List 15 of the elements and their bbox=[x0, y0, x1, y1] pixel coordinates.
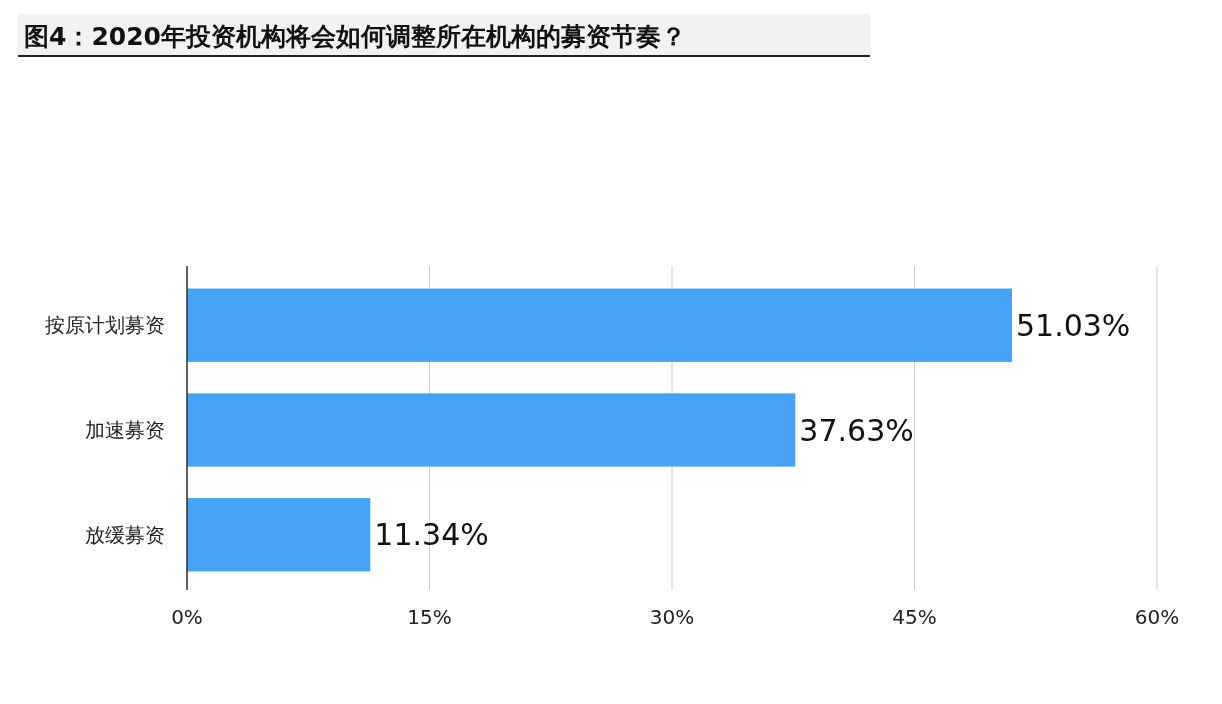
y-tick-label: 加速募资 bbox=[85, 418, 165, 442]
bar bbox=[187, 393, 796, 467]
data-label: 51.03% bbox=[1015, 307, 1131, 343]
chart-title: 图4：2020年投资机构将会如何调整所在机构的募资节奏？ bbox=[24, 22, 686, 51]
x-tick-label: 45% bbox=[892, 605, 937, 629]
x-tick-label: 60% bbox=[1134, 605, 1180, 629]
x-tick-label: 30% bbox=[649, 605, 695, 629]
y-tick-label: 放缓募资 bbox=[85, 522, 165, 547]
data-label: 37.63% bbox=[799, 412, 914, 448]
bar bbox=[187, 288, 1012, 362]
data-label: 11.34% bbox=[374, 517, 489, 553]
x-tick-label: 15% bbox=[407, 605, 452, 629]
y-tick-label: 按原计划募资 bbox=[45, 313, 165, 338]
bar bbox=[187, 498, 371, 572]
x-tick-label: 0% bbox=[171, 605, 203, 629]
